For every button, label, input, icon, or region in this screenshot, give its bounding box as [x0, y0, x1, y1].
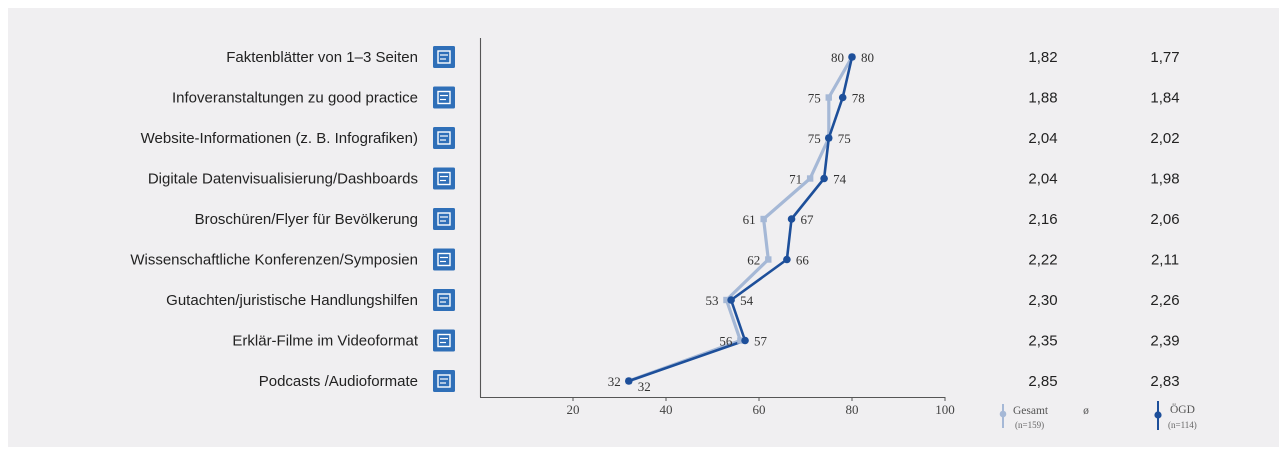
data-label-oegd: 74	[833, 172, 847, 187]
point-oegd	[741, 336, 749, 345]
audio-wave-icon	[433, 370, 455, 392]
data-label-oegd: 78	[852, 91, 865, 106]
category-label: Gutachten/juristische Handlungshilfen	[166, 292, 418, 309]
data-label-oegd: 75	[838, 131, 851, 146]
x-tick-label: 80	[846, 402, 859, 417]
data-label-gesamt: 75	[808, 131, 821, 146]
point-oegd	[824, 134, 833, 142]
point-gesamt	[723, 296, 730, 304]
x-tick-label: 60	[753, 402, 766, 417]
average-gesamt: 2,16	[1028, 211, 1057, 228]
legend-gesamt-label: Gesamt	[1013, 405, 1049, 417]
data-label-oegd: 66	[796, 253, 810, 268]
category-label: Website-Informationen (z. B. Infografike…	[141, 130, 418, 147]
group-presentation-icon	[433, 86, 455, 109]
data-label-oegd: 54	[740, 293, 754, 308]
point-oegd	[783, 255, 791, 264]
lecture-speaker-icon	[433, 248, 455, 271]
dashboard-magnifier-icon	[433, 167, 455, 190]
data-label-gesamt: 62	[747, 253, 760, 268]
series-line-gesamt	[628, 56, 854, 383]
infographic-screen-icon	[433, 127, 455, 149]
average-gesamt: 2,35	[1028, 333, 1057, 350]
point-oegd	[727, 296, 735, 304]
x-tick-label: 40	[660, 402, 673, 417]
data-label-oegd: 32	[638, 379, 651, 394]
category-label: Podcasts /Audioformate	[259, 373, 418, 390]
point-oegd	[787, 215, 796, 223]
average-oegd: 1,77	[1150, 49, 1179, 66]
average-gesamt: 2,85	[1028, 373, 1057, 390]
video-explainer-icon	[433, 329, 455, 352]
average-oegd: 2,83	[1150, 373, 1179, 390]
average-oegd: 2,11	[1151, 252, 1179, 269]
point-oegd	[625, 377, 633, 385]
category-label: Digitale Datenvisualisierung/Dashboards	[148, 171, 418, 188]
average-oegd: 1,84	[1150, 90, 1179, 107]
point-gesamt	[825, 94, 832, 101]
legend: Gesamt (n=159) ø ÖGD (n=114)	[999, 401, 1197, 430]
data-label-oegd: 80	[861, 50, 874, 65]
legend-oegd-marker	[1154, 411, 1162, 419]
point-oegd	[820, 174, 828, 183]
point-gesamt	[765, 256, 772, 263]
average-gesamt: 1,82	[1028, 49, 1057, 66]
chart-panel	[8, 8, 1279, 447]
average-oegd: 1,98	[1150, 171, 1179, 188]
average-oegd: 2,26	[1150, 292, 1179, 309]
point-oegd	[838, 93, 847, 102]
open-book-icon	[433, 208, 455, 230]
average-oegd: 2,02	[1150, 130, 1179, 147]
legend-average-symbol: ø	[1083, 405, 1089, 417]
x-tick-label: 100	[935, 402, 955, 417]
data-label-oegd: 67	[801, 212, 815, 227]
data-label-gesamt: 56	[719, 334, 733, 349]
x-tick-label: 20	[567, 402, 580, 417]
data-label-gesamt: 32	[608, 374, 621, 389]
data-label-gesamt: 71	[789, 172, 802, 187]
data-label-gesamt: 53	[705, 293, 718, 308]
average-gesamt: 2,04	[1028, 171, 1057, 188]
legend-oegd-sample: (n=114)	[1168, 420, 1197, 430]
category-label: Wissenschaftliche Konferenzen/Symposien	[130, 252, 418, 269]
average-gesamt: 2,22	[1028, 252, 1057, 269]
average-gesamt: 1,88	[1028, 90, 1057, 107]
legend-gesamt-sample: (n=159)	[1015, 420, 1044, 430]
series-line-oegd	[628, 56, 854, 383]
category-label: Erklär-Filme im Videoformat	[232, 333, 418, 350]
point-gesamt	[760, 215, 767, 223]
average-oegd: 2,06	[1150, 211, 1179, 228]
point-oegd	[848, 53, 856, 61]
legal-document-icon	[433, 289, 455, 311]
document-search-icon	[433, 46, 455, 68]
average-oegd: 2,39	[1150, 333, 1179, 350]
data-label-gesamt: 61	[743, 212, 756, 227]
average-gesamt: 2,04	[1028, 130, 1057, 147]
data-label-gesamt: 80	[831, 50, 844, 65]
legend-oegd-label: ÖGD	[1170, 402, 1195, 416]
category-label: Faktenblätter von 1–3 Seiten	[226, 49, 418, 66]
average-gesamt: 2,30	[1028, 292, 1057, 309]
data-label-gesamt: 75	[808, 91, 821, 106]
category-label: Broschüren/Flyer für Bevölkerung	[195, 211, 418, 228]
data-label-oegd: 57	[754, 334, 768, 349]
point-gesamt	[806, 175, 814, 182]
category-label: Infoveranstaltungen zu good practice	[172, 90, 418, 107]
legend-gesamt-marker	[999, 410, 1007, 418]
point-gesamt	[737, 337, 744, 344]
